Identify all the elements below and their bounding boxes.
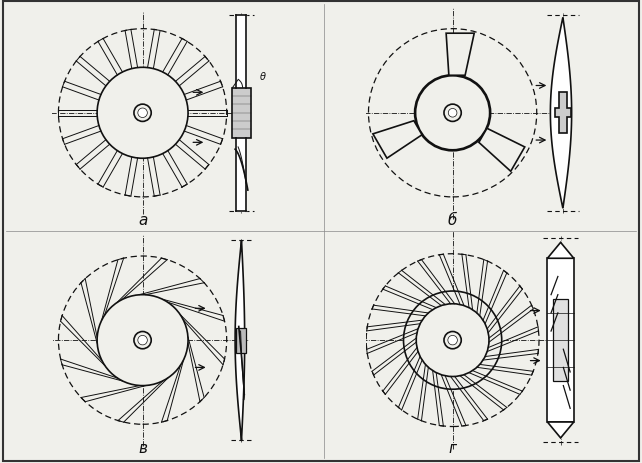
Polygon shape	[446, 34, 474, 76]
Text: θ: θ	[259, 71, 266, 81]
Circle shape	[448, 336, 457, 345]
Polygon shape	[235, 241, 245, 440]
Circle shape	[134, 332, 152, 349]
Circle shape	[97, 295, 188, 386]
Polygon shape	[550, 18, 571, 209]
Circle shape	[134, 105, 152, 122]
Bar	[236, 328, 247, 353]
Bar	[553, 300, 568, 381]
Polygon shape	[373, 121, 422, 159]
Circle shape	[97, 68, 188, 159]
Circle shape	[415, 76, 490, 151]
Polygon shape	[479, 129, 525, 172]
Text: а: а	[138, 213, 147, 228]
Text: б: б	[448, 213, 457, 228]
Circle shape	[404, 291, 501, 389]
Circle shape	[138, 336, 147, 345]
Polygon shape	[548, 243, 574, 259]
Circle shape	[444, 332, 461, 349]
Circle shape	[448, 109, 457, 118]
Circle shape	[138, 109, 147, 118]
Text: в: в	[138, 439, 147, 455]
Circle shape	[416, 304, 489, 377]
Text: г: г	[449, 439, 456, 455]
Circle shape	[444, 105, 461, 122]
Polygon shape	[555, 93, 571, 134]
Bar	[548, 259, 574, 422]
Polygon shape	[548, 422, 574, 438]
Bar	[232, 88, 250, 138]
